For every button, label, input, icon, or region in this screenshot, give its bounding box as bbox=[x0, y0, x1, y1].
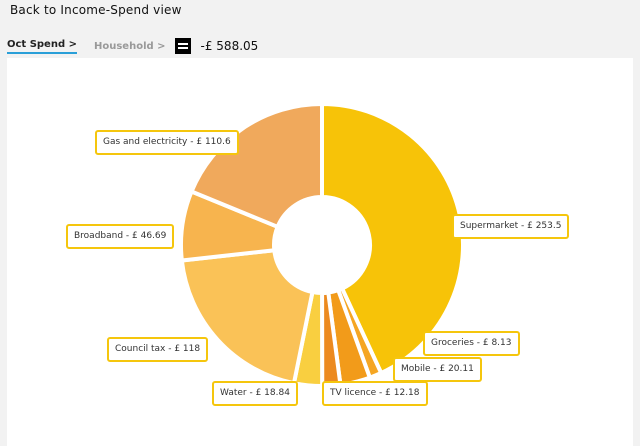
back-to-income-spend-link[interactable]: Back to Income-Spend view bbox=[10, 3, 182, 17]
slice-label-mobile: Mobile - £ 20.11 bbox=[393, 357, 482, 382]
slice-label-supermarket: Supermarket - £ 253.5 bbox=[452, 214, 570, 239]
slice-label-tv-licence: TV licence - £ 12.18 bbox=[322, 381, 428, 406]
slice-council-tax[interactable] bbox=[179, 248, 315, 386]
menu-icon[interactable] bbox=[174, 38, 191, 54]
chart-panel: Supermarket - £ 253.5 Groceries - £ 8.13… bbox=[7, 58, 633, 446]
breadcrumb: Oct Spend > Household > -£ 588.05 bbox=[7, 37, 258, 55]
donut-chart bbox=[179, 102, 465, 389]
slice-label-council-tax: Council tax - £ 118 bbox=[107, 337, 209, 362]
slice-label-water: Water - £ 18.84 bbox=[212, 381, 298, 406]
slice-label-broadband: Broadband - £ 46.69 bbox=[66, 224, 175, 249]
spend-total: -£ 588.05 bbox=[200, 39, 259, 53]
slice-label-gas-electricity: Gas and electricity - £ 110.6 bbox=[95, 130, 239, 155]
breadcrumb-oct-spend[interactable]: Oct Spend > bbox=[7, 39, 77, 54]
breadcrumb-household[interactable]: Household > bbox=[93, 40, 166, 52]
slice-label-groceries: Groceries - £ 8.13 bbox=[423, 331, 520, 356]
